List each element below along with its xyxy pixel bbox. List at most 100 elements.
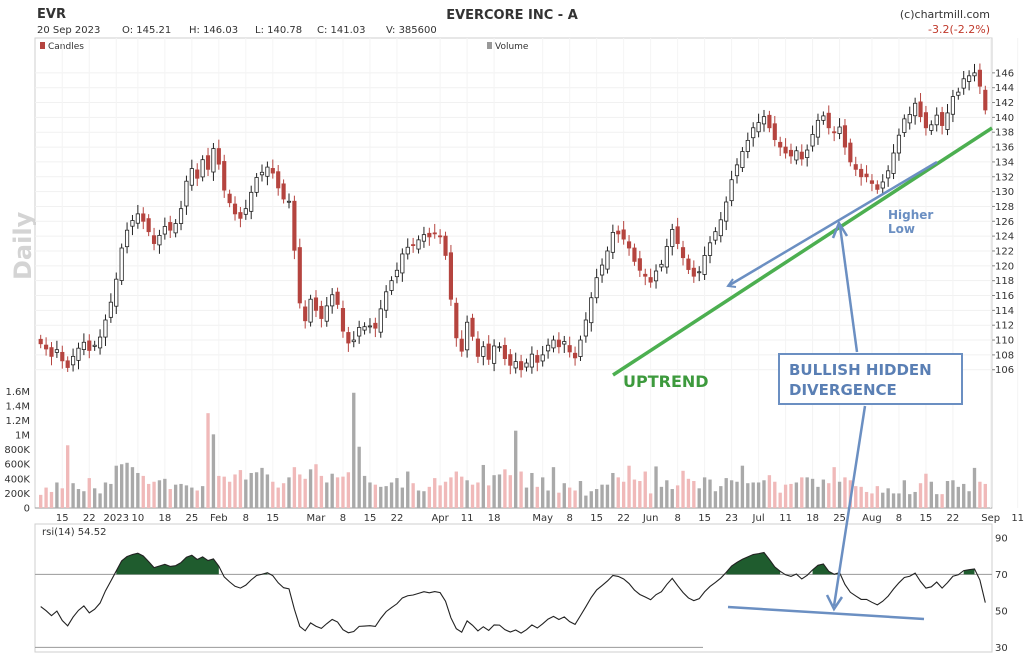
- candle-body: [49, 347, 54, 357]
- candle-body: [232, 203, 238, 215]
- candle-body: [270, 168, 275, 174]
- x-tick-label: 25: [833, 513, 846, 524]
- candle-body: [686, 258, 691, 270]
- volume-bar: [130, 467, 135, 508]
- candle-body: [832, 131, 837, 134]
- volume-bar: [465, 480, 469, 508]
- volume-bar: [449, 477, 453, 508]
- price-tick-label: 112: [995, 321, 1014, 332]
- candle-body: [162, 226, 167, 235]
- volume-bar: [49, 491, 54, 508]
- divergence-label-1: BULLISH HIDDEN: [789, 361, 932, 379]
- volume-bar: [179, 483, 183, 508]
- candle-body: [184, 180, 189, 207]
- candle-body: [351, 339, 356, 343]
- candle-body: [265, 166, 270, 177]
- price-tick-label: 120: [995, 261, 1014, 272]
- x-tick-label: 18: [488, 513, 501, 524]
- divergence-arrow-up-head: [831, 220, 849, 239]
- price-tick-label: 136: [995, 143, 1014, 154]
- volume-bar: [524, 487, 529, 508]
- volume-bar: [821, 479, 826, 508]
- candle-body: [864, 173, 869, 178]
- price-tick-label: 140: [995, 113, 1014, 124]
- volume-bar: [103, 482, 108, 508]
- volume-bar: [891, 493, 896, 508]
- volume-bar: [530, 472, 534, 508]
- candle-body: [313, 297, 319, 311]
- candle-body: [519, 361, 524, 371]
- candle-body: [195, 169, 200, 179]
- candle-body: [567, 345, 572, 353]
- volume-bar: [605, 484, 610, 508]
- volume-bar: [924, 473, 928, 508]
- x-tick-label: May: [532, 513, 553, 524]
- candle-body: [459, 338, 464, 352]
- candle-body: [470, 317, 475, 337]
- candle-body: [691, 267, 696, 277]
- volume-bar: [400, 487, 405, 508]
- volume-bar: [557, 492, 561, 508]
- candles-legend: Candles: [48, 42, 84, 52]
- volume-bar: [319, 475, 324, 508]
- volume-bar: [200, 486, 205, 508]
- x-tick-label: 11: [779, 513, 792, 524]
- volume-bar: [119, 464, 124, 508]
- volume-bar: [956, 486, 960, 508]
- volume-bar: [643, 471, 647, 508]
- price-tick-label: 144: [995, 83, 1014, 94]
- candle-body: [756, 122, 761, 133]
- candle-body: [729, 179, 734, 202]
- candle-body: [292, 200, 297, 251]
- x-tick-label: Mar: [307, 513, 327, 524]
- candle-body: [281, 183, 286, 200]
- uptrend-label: UPTREND: [623, 372, 709, 391]
- candle-body: [913, 102, 918, 117]
- volume-bar: [503, 469, 507, 508]
- candle-body: [950, 96, 955, 115]
- candle-body: [178, 208, 184, 224]
- low-label: L: 140.78: [255, 25, 302, 36]
- candle-body: [438, 235, 443, 238]
- candle-body: [389, 280, 394, 291]
- rsi-legend: rsi(14) 54.52: [42, 527, 106, 538]
- candle-body: [238, 212, 243, 219]
- volume-bar: [481, 464, 485, 508]
- candle-body: [734, 164, 740, 177]
- candle-body: [621, 229, 626, 240]
- candle-body: [405, 246, 410, 255]
- volume-bar: [238, 470, 243, 508]
- volume-bar: [568, 487, 572, 508]
- candle-body: [98, 336, 103, 349]
- candle-body: [907, 114, 912, 124]
- candle-body: [772, 123, 777, 141]
- candle-body: [222, 161, 227, 191]
- candle-body: [529, 353, 534, 368]
- volume-bar: [173, 484, 178, 508]
- volume-bar: [702, 477, 707, 508]
- volume-bar: [217, 475, 221, 508]
- volume-bar: [854, 486, 858, 508]
- candle-body: [891, 152, 896, 174]
- candle-body: [880, 181, 885, 189]
- volume-bar: [805, 477, 809, 508]
- price-tick-label: 128: [995, 202, 1014, 213]
- volume-bar: [735, 481, 739, 508]
- candle-body: [286, 200, 292, 203]
- x-tick-label: 8: [566, 513, 572, 524]
- candle-body: [103, 319, 108, 338]
- volume-bar: [44, 487, 48, 508]
- volume-bar: [659, 486, 664, 508]
- candle-body: [745, 139, 750, 152]
- candle-body: [254, 177, 259, 193]
- volume-bar: [740, 465, 745, 508]
- volume-bar: [789, 483, 793, 508]
- candle-body: [92, 344, 97, 347]
- volume-bar: [184, 485, 189, 508]
- volume-bar: [611, 472, 615, 508]
- candle-body: [886, 170, 891, 179]
- candle-body: [297, 247, 302, 304]
- x-tick-label: 15: [590, 513, 603, 524]
- rsi-series: [35, 551, 992, 648]
